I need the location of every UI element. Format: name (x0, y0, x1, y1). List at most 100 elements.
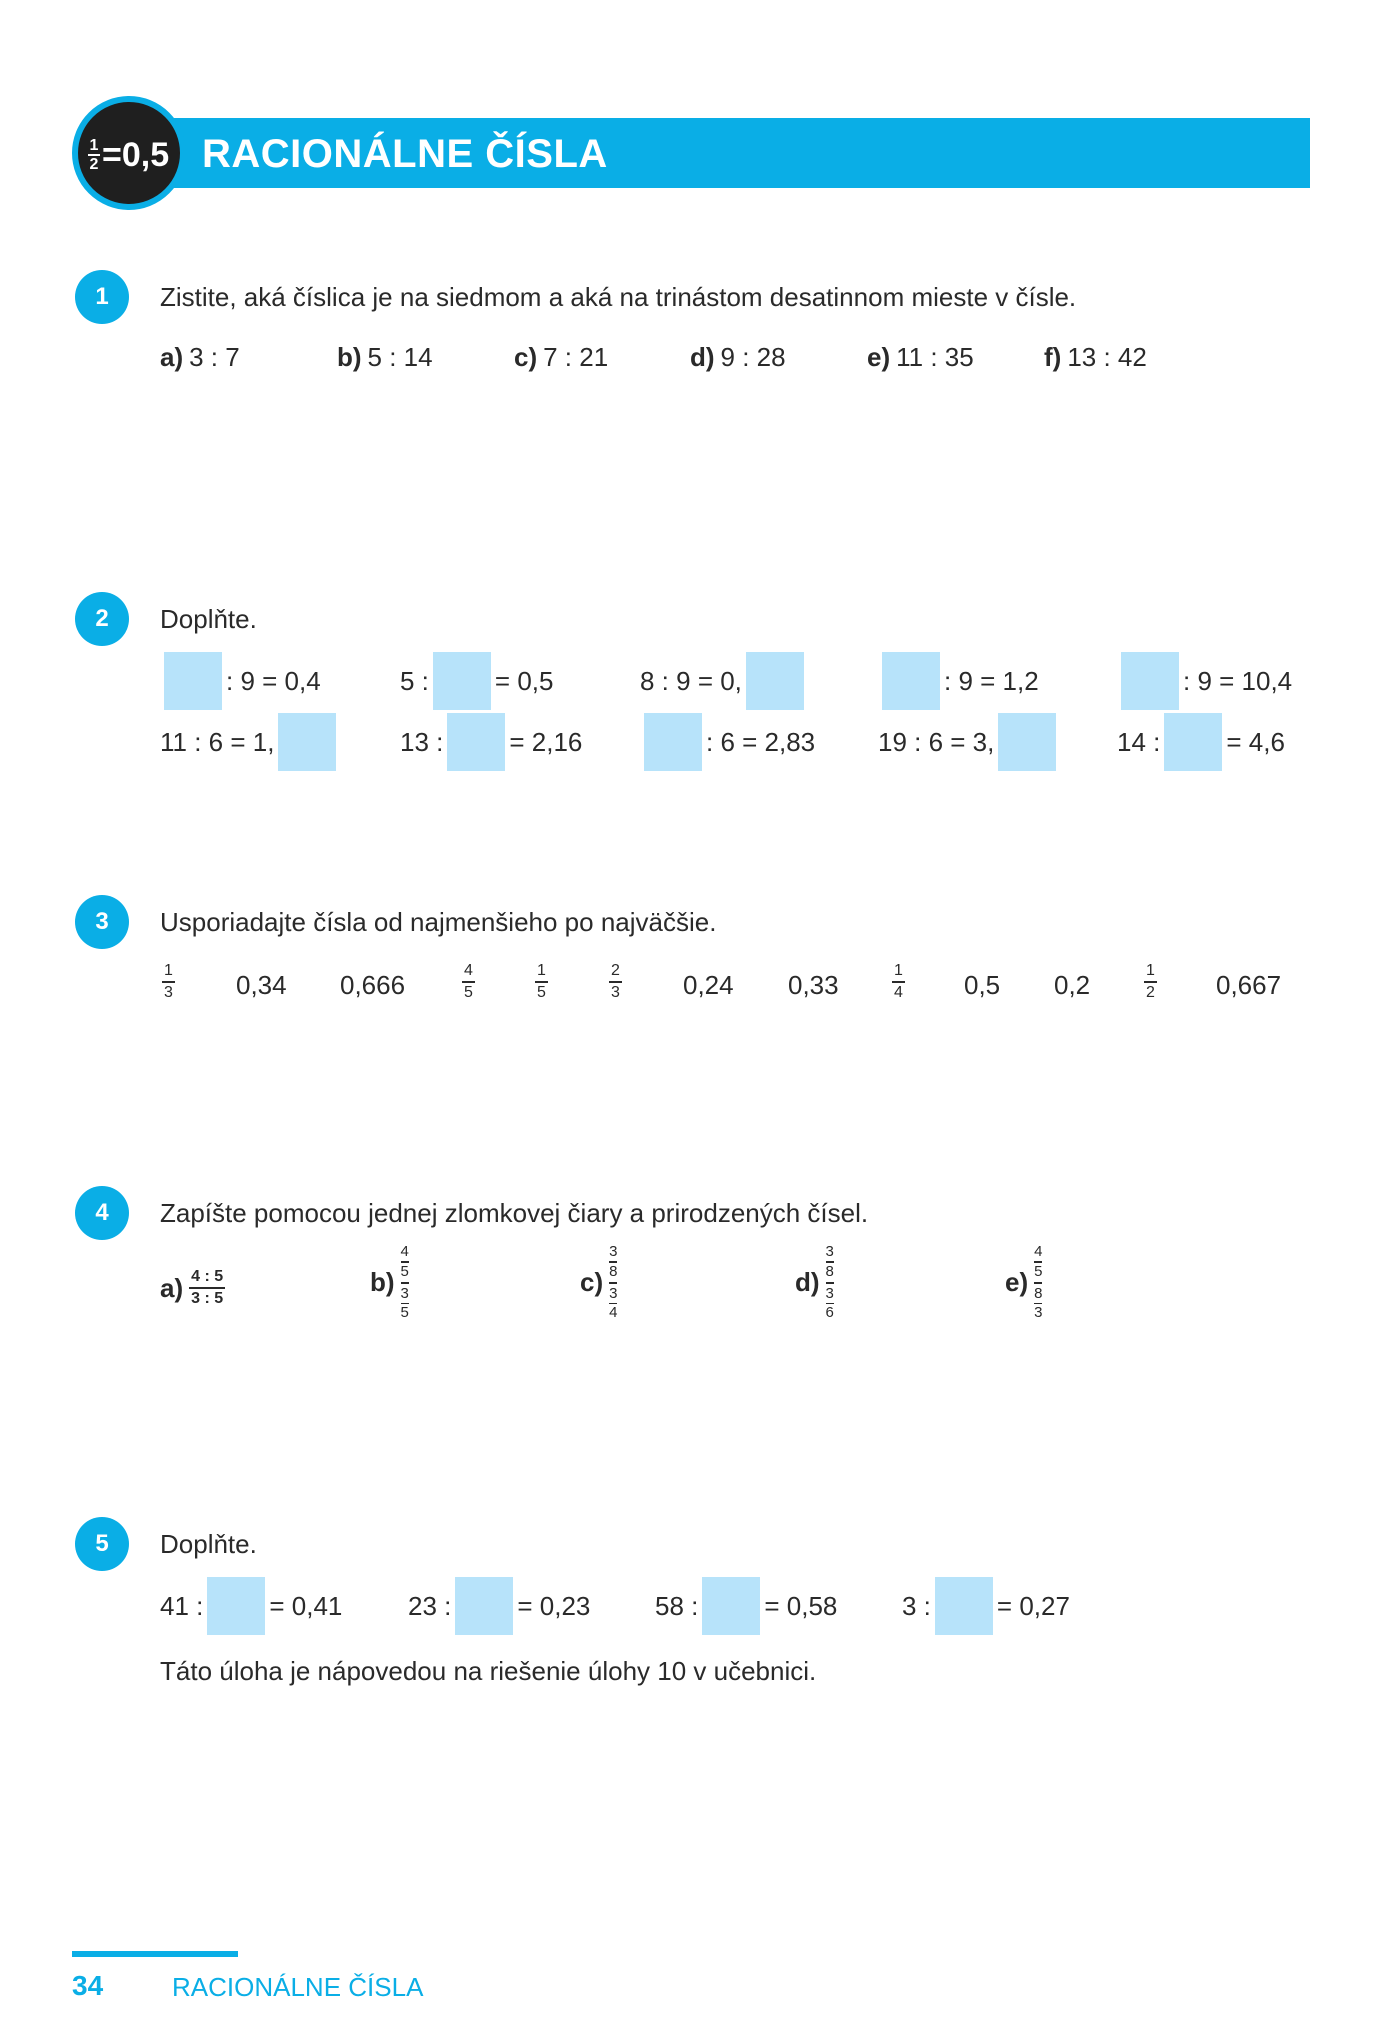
task-number-4: 4 (75, 1186, 129, 1240)
numerator: 3 (825, 1284, 834, 1302)
denominator: 6 (825, 1304, 834, 1321)
task-2-row1-item5: : 9 = 10,4 (1117, 652, 1292, 710)
task-2-row2-item1: 11 : 6 = 1, (160, 713, 340, 771)
fraction-bar (462, 981, 475, 983)
answer-box[interactable] (447, 713, 506, 771)
denominator: 3 (164, 984, 173, 1001)
answer-box[interactable] (882, 652, 940, 710)
page-number: 34 (72, 1970, 104, 2001)
item-expression: 3 : 7 (189, 342, 240, 372)
answer-box[interactable] (164, 652, 222, 710)
task-1-item-d: d) 9 : 28 (690, 342, 786, 373)
badge-fraction: 1 2 (88, 137, 100, 173)
equation-text: 58 : (655, 1590, 699, 1621)
denominator: 3 (1034, 1304, 1043, 1321)
denominator: 3 (611, 984, 620, 1001)
answer-box[interactable] (934, 1577, 993, 1635)
item-label: a) (160, 1272, 184, 1303)
fraction-bar (400, 1302, 409, 1304)
denominator: 5 (400, 1262, 409, 1280)
answer-box[interactable] (1164, 713, 1223, 771)
answer-box[interactable] (1121, 652, 1179, 710)
task-1-item-a: a) 3 : 7 (160, 342, 240, 373)
numerator: 4 (400, 1243, 409, 1260)
task-2-row1-item2: 5 : = 0,5 (400, 652, 553, 710)
equation-text: = 2,16 (509, 726, 583, 757)
task-2-row1-item3: 8 : 9 = 0, (640, 652, 808, 710)
item-expression: 13 : 42 (1067, 342, 1147, 372)
denominator: 8 (825, 1262, 834, 1280)
equation-text: : 9 = 1,2 (944, 665, 1039, 696)
equation-text: 14 : (1117, 726, 1161, 757)
badge-numerator: 1 (89, 137, 99, 154)
answer-box[interactable] (207, 1577, 266, 1635)
task-5-note: Táto úloha je nápovedou na riešenie úloh… (160, 1656, 817, 1686)
equation-text: = 4,6 (1226, 726, 1285, 757)
answer-box[interactable] (432, 652, 491, 710)
task-2-row1-item1: : 9 = 0,4 (160, 652, 321, 710)
item-label: c) (514, 342, 538, 372)
equation-text: 23 : (408, 1590, 452, 1621)
task-1-instruction: Zistite, aká číslica je na siedmom a aká… (160, 282, 1077, 312)
numerator: 3 (609, 1284, 618, 1302)
task-1-item-c: c) 7 : 21 (514, 342, 608, 373)
item-expression: 11 : 35 (896, 342, 974, 372)
equation-text: 13 : (400, 726, 444, 757)
numerator: 2 (611, 962, 620, 979)
numerator: 8 (1034, 1284, 1043, 1302)
task-2-row2-item3: : 6 = 2,83 (640, 713, 815, 771)
fraction-bar (609, 981, 622, 983)
answer-box[interactable] (644, 713, 702, 771)
equation-text: : 9 = 10,4 (1183, 665, 1293, 696)
fraction-bar (162, 981, 175, 983)
task-2-instruction: Doplňte. (160, 604, 257, 634)
numerator: 3 (609, 1243, 618, 1260)
item-label: f) (1044, 342, 1062, 372)
item-label: b) (337, 342, 362, 372)
task-number-1: 1 (75, 270, 129, 324)
answer-box[interactable] (745, 652, 804, 710)
task-number-5: 5 (75, 1517, 129, 1571)
numerator: 1 (894, 962, 903, 979)
answer-box[interactable] (278, 713, 337, 771)
fraction-bar (609, 1302, 618, 1304)
answer-box[interactable] (998, 713, 1057, 771)
task-3-value-3: 0,666 (340, 970, 406, 1000)
numerator: 1 (1146, 962, 1155, 979)
equation-text: 41 : (160, 1590, 204, 1621)
task-4-item-a: a) 4 : 5 3 : 5 (160, 1268, 226, 1308)
item-label: d) (690, 342, 715, 372)
answer-box[interactable] (702, 1577, 761, 1635)
equation-text: 5 : (400, 665, 429, 696)
task-number-2: 2 (75, 592, 129, 646)
item-expression: 5 : 14 (367, 342, 433, 372)
task-3-value-8: 0,33 (788, 970, 839, 1000)
fraction-bar (825, 1261, 834, 1263)
equation-text: 8 : 9 = 0, (640, 665, 742, 696)
equation-text: : 6 = 2,83 (706, 726, 816, 757)
equation-text: 11 : 6 = 1, (160, 726, 275, 757)
denominator: 3 : 5 (191, 1290, 224, 1307)
answer-box[interactable] (455, 1577, 514, 1635)
fraction-bar (1034, 1261, 1043, 1263)
numerator: 3 (825, 1243, 834, 1260)
task-3-value-13: 0,667 (1216, 970, 1282, 1000)
task-5-item-1: 41 : = 0,41 (160, 1577, 342, 1635)
denominator: 5 (400, 1304, 409, 1321)
chapter-header-bar: RACIONÁLNE ČÍSLA (160, 118, 1310, 188)
badge-formula: 1 2 =0,5 (88, 130, 178, 180)
item-label: e) (1005, 1267, 1029, 1297)
